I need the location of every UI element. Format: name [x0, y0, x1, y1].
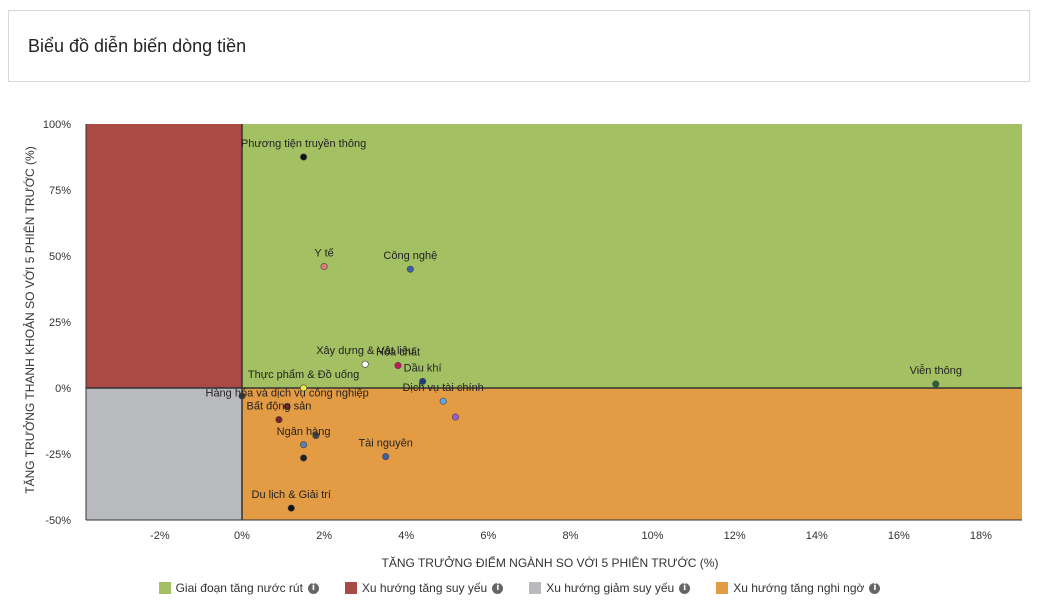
- legend-item-weakening-down[interactable]: Xu hướng giảm suy yếu i: [529, 581, 691, 595]
- info-icon[interactable]: i: [679, 582, 691, 594]
- legend-swatch: [716, 582, 729, 594]
- data-point: [300, 384, 308, 392]
- data-point: [406, 265, 414, 273]
- data-point: [394, 362, 402, 370]
- y-tick-label: 75%: [49, 185, 71, 197]
- x-tick-label: 16%: [888, 530, 910, 542]
- data-point: [932, 380, 940, 388]
- x-tick-label: 14%: [806, 530, 828, 542]
- data-point-label: Viễn thông: [910, 364, 962, 377]
- legend-label: Xu hướng giảm suy yếu: [546, 581, 675, 595]
- data-point-label: Công nghệ: [383, 250, 437, 262]
- data-point: [300, 454, 308, 462]
- x-tick-label: 12%: [724, 530, 746, 542]
- data-point-label: Hàng hóa và dịch vụ công nghiệp: [206, 387, 369, 399]
- chart-header: Biểu đồ diễn biến dòng tiền: [8, 10, 1030, 82]
- info-icon[interactable]: i: [492, 582, 504, 594]
- info-icon[interactable]: i: [869, 582, 881, 594]
- data-point: [287, 504, 295, 512]
- x-tick-label: 0%: [234, 530, 250, 542]
- legend-label: Giai đoạn tăng nước rút: [175, 581, 303, 595]
- data-point: [451, 413, 459, 421]
- data-point: [320, 263, 328, 271]
- data-point: [283, 402, 291, 410]
- data-point: [312, 432, 320, 440]
- data-point: [382, 453, 390, 461]
- legend-swatch: [529, 582, 542, 594]
- quadrant-weakening-down: [86, 388, 242, 520]
- data-point: [419, 377, 427, 385]
- x-tick-label: 8%: [562, 530, 578, 542]
- legend: Giai đoạn tăng nước rút i Xu hướng tăng …: [0, 578, 1039, 598]
- x-axis-title: TĂNG TRƯỞNG ĐIỂM NGÀNH SO VỚI 5 PHIÊN TR…: [382, 555, 719, 570]
- data-point: [361, 360, 369, 368]
- legend-item-weakening-up[interactable]: Xu hướng tăng suy yếu i: [344, 581, 504, 595]
- data-point: [439, 397, 447, 405]
- quadrant-sprint: [242, 124, 1022, 388]
- y-tick-label: 100%: [43, 119, 71, 131]
- data-point-label: Ngân hàng: [277, 426, 331, 438]
- data-point: [238, 392, 246, 400]
- data-point: [300, 441, 308, 449]
- x-tick-label: 10%: [642, 530, 664, 542]
- y-axis-title: TĂNG TRƯỞNG THANH KHOẢN SO VỚI 5 PHIÊN T…: [22, 146, 37, 493]
- y-tick-label: 0%: [55, 383, 71, 395]
- data-point-label: Dịch vụ tài chính: [402, 382, 483, 394]
- x-tick-label: 18%: [970, 530, 992, 542]
- data-point-label: Y tế: [314, 248, 333, 260]
- legend-swatch: [158, 582, 171, 594]
- data-point: [300, 153, 308, 161]
- data-point-label: Tài nguyên: [358, 438, 412, 450]
- y-tick-label: -50%: [45, 515, 71, 527]
- page-title: Biểu đồ diễn biến dòng tiền: [28, 36, 247, 56]
- data-point-label: Xây dựng & Vật liệu: [316, 345, 414, 357]
- data-point-label: Bất động sản: [247, 401, 312, 413]
- data-point-label: Du lịch & Giải trí: [252, 489, 331, 501]
- data-point-label: Hóa chất: [376, 347, 420, 359]
- info-icon[interactable]: i: [307, 582, 319, 594]
- data-point-label: Thực phẩm & Đồ uống: [248, 369, 359, 381]
- data-point-label: Dầu khí: [404, 362, 442, 374]
- data-point-label: Phương tiện truyền thông: [241, 138, 366, 150]
- x-tick-label: 2%: [316, 530, 332, 542]
- legend-item-doubtful-up[interactable]: Xu hướng tăng nghi ngờ i: [716, 581, 881, 595]
- y-tick-label: -25%: [45, 449, 71, 461]
- legend-item-sprint[interactable]: Giai đoạn tăng nước rút i: [158, 581, 319, 595]
- quadrant-doubtful-up: [242, 388, 1022, 520]
- x-tick-label: 4%: [398, 530, 414, 542]
- quadrant-weakening-up: [86, 124, 242, 388]
- x-tick-label: -2%: [150, 530, 170, 542]
- x-tick-label: 6%: [480, 530, 496, 542]
- y-tick-label: 50%: [49, 251, 71, 263]
- legend-swatch: [344, 582, 357, 594]
- y-tick-label: 25%: [49, 317, 71, 329]
- legend-label: Xu hướng tăng suy yếu: [361, 581, 488, 595]
- data-point: [275, 416, 283, 424]
- legend-label: Xu hướng tăng nghi ngờ: [733, 581, 865, 595]
